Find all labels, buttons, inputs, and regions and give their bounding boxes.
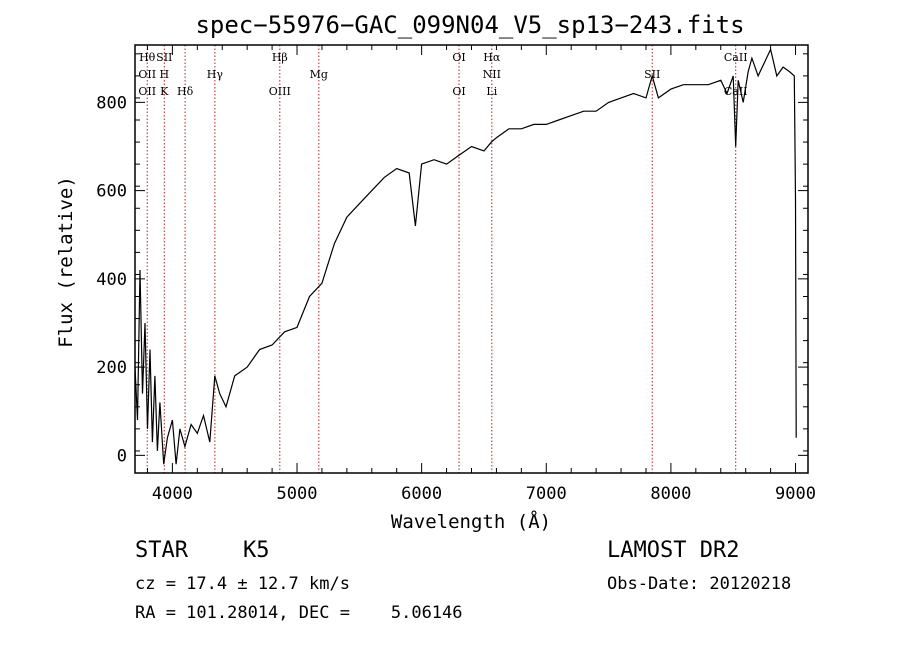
y-axis-label: Flux (relative) bbox=[55, 176, 77, 348]
line-label-9-label_top: CaII bbox=[724, 51, 748, 64]
y-tick-label-0: 0 bbox=[117, 446, 127, 466]
x-tick-label-1: 5000 bbox=[277, 484, 318, 504]
line-label-7-label_low: Li bbox=[486, 85, 497, 98]
line-label-0-label_low: OII bbox=[138, 85, 156, 98]
line-label-5-label_mid: Mg bbox=[310, 68, 328, 81]
series-line-0 bbox=[134, 47, 797, 465]
axis-ticks: 4000 5000 6000 7000 8000 9000 0 200 400 600 800 bbox=[96, 45, 816, 504]
line-label-1-label_mid: H bbox=[159, 68, 169, 81]
line-label-1-label_top: SII bbox=[156, 51, 172, 64]
y-tick-label-3: 600 bbox=[96, 182, 127, 202]
y-tick-label-2: 400 bbox=[96, 270, 127, 290]
line-label-7-label_mid: NII bbox=[483, 68, 501, 81]
x-tick-label-0: 4000 bbox=[152, 484, 193, 504]
line-label-2-label_low: Hδ bbox=[177, 85, 194, 98]
line-label-4-label_top: Hβ bbox=[272, 51, 288, 64]
coordinates: RA = 101.28014, DEC = 5.06146 bbox=[135, 603, 463, 623]
x-tick-label-2: 6000 bbox=[401, 484, 442, 504]
line-label-3-label_mid: Hγ bbox=[207, 68, 224, 81]
line-label-7-label_top: Hα bbox=[483, 51, 501, 64]
line-label-4-label_low: OIII bbox=[269, 85, 291, 98]
line-label-0-label_mid: OII bbox=[138, 68, 156, 81]
line-label-6-label_low: OI bbox=[452, 85, 465, 98]
survey-name: LAMOST DR2 bbox=[607, 538, 740, 563]
x-tick-label-3: 7000 bbox=[526, 484, 567, 504]
redshift-cz: cz = 17.4 ± 12.7 km/s bbox=[135, 574, 350, 594]
y-tick-label-4: 800 bbox=[96, 93, 127, 113]
line-label-6-label_top: OI bbox=[452, 51, 465, 64]
observation-date: Obs-Date: 20120218 bbox=[607, 574, 792, 594]
chart-title: spec−55976−GAC_099N04_V5_sp13−243.fits bbox=[195, 11, 744, 39]
line-label-0-label_top: Hθ bbox=[139, 51, 156, 64]
y-tick-label-1: 200 bbox=[96, 358, 127, 378]
x-tick-label-4: 8000 bbox=[650, 484, 691, 504]
object-class: STAR bbox=[135, 538, 188, 563]
object-subclass: K5 bbox=[243, 538, 270, 563]
series-layer bbox=[134, 47, 797, 465]
line-label-1-label_low: K bbox=[160, 85, 169, 98]
x-axis-label: Wavelength (Å) bbox=[391, 510, 551, 533]
x-tick-label-5: 9000 bbox=[775, 484, 816, 504]
plot-frame bbox=[134, 44, 809, 474]
